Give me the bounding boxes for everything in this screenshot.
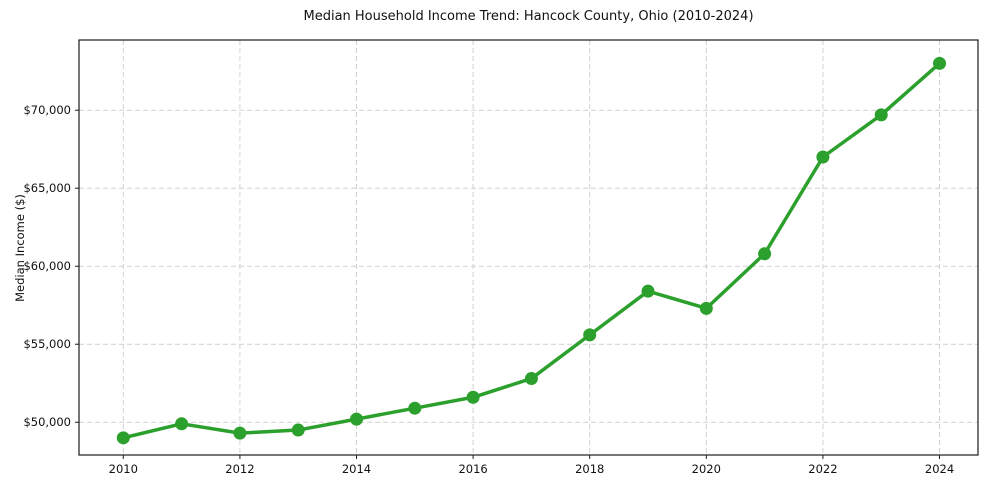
data-point-2024 xyxy=(933,56,947,70)
y-tick-label: $70,000 xyxy=(23,103,71,117)
data-point-2015 xyxy=(408,401,422,415)
x-tick-label: 2022 xyxy=(808,462,837,476)
data-point-2022 xyxy=(816,150,830,164)
y-tick-label: $50,000 xyxy=(23,415,71,429)
axes-box xyxy=(78,39,979,456)
x-tick-label: 2016 xyxy=(458,462,487,476)
data-point-2021 xyxy=(758,247,772,261)
data-point-2013 xyxy=(291,423,305,437)
data-point-2020 xyxy=(699,301,713,315)
data-point-2018 xyxy=(583,328,597,342)
data-point-2023 xyxy=(874,108,888,122)
y-tick-label: $60,000 xyxy=(23,259,71,273)
data-point-2019 xyxy=(641,284,655,298)
x-tick-label: 2010 xyxy=(109,462,138,476)
data-point-2011 xyxy=(175,417,189,431)
y-tick-label: $55,000 xyxy=(23,337,71,351)
data-point-2010 xyxy=(116,431,130,445)
x-tick-label: 2014 xyxy=(342,462,371,476)
chart-title: Median Household Income Trend: Hancock C… xyxy=(303,9,754,24)
x-tick-label: 2024 xyxy=(925,462,954,476)
data-point-2012 xyxy=(233,426,247,440)
x-tick-label: 2012 xyxy=(225,462,254,476)
data-point-2014 xyxy=(350,412,364,426)
data-point-2016 xyxy=(466,390,480,404)
data-point-2017 xyxy=(524,372,538,386)
y-tick-label: $65,000 xyxy=(23,181,71,195)
x-tick-label: 2020 xyxy=(692,462,721,476)
x-tick-label: 2018 xyxy=(575,462,604,476)
